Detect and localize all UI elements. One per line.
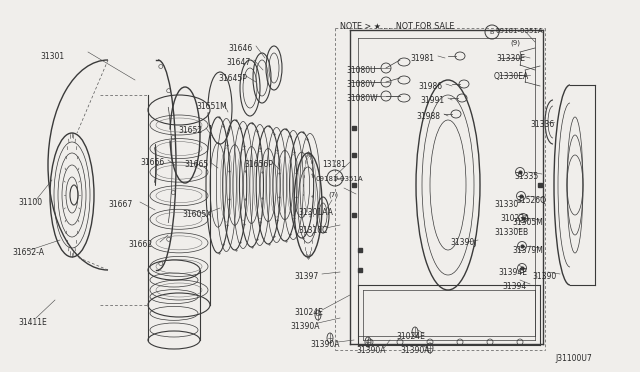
Text: 31652: 31652 (178, 126, 202, 135)
Text: 31390A: 31390A (290, 322, 319, 331)
Text: 31394E: 31394E (498, 268, 527, 277)
Text: 31100: 31100 (18, 198, 42, 207)
Text: 31301: 31301 (40, 52, 64, 61)
Text: 31335: 31335 (514, 172, 538, 181)
Text: 31394: 31394 (502, 282, 526, 291)
Text: 31988: 31988 (416, 112, 440, 121)
Text: 31662: 31662 (128, 240, 152, 249)
Text: 31330EB: 31330EB (494, 228, 528, 237)
Text: 31397: 31397 (294, 272, 318, 281)
Text: 31390J: 31390J (450, 238, 477, 247)
Text: 31986: 31986 (418, 82, 442, 91)
Text: (9): (9) (510, 40, 520, 46)
Text: 31023A: 31023A (500, 214, 529, 223)
Text: 09181-0351A: 09181-0351A (496, 28, 543, 34)
Text: 31656P: 31656P (244, 160, 273, 169)
Text: 31330: 31330 (494, 200, 518, 209)
Text: 31301AA: 31301AA (298, 208, 333, 217)
Text: 31024E: 31024E (396, 332, 425, 341)
Text: 31080U: 31080U (346, 66, 376, 75)
Text: J31100U7: J31100U7 (555, 354, 592, 363)
Text: 31667: 31667 (108, 200, 132, 209)
Text: 31310C: 31310C (298, 226, 328, 235)
Text: B: B (333, 176, 337, 180)
Text: 31991: 31991 (420, 96, 444, 105)
Text: NOTE > ★..... NOT FOR SALE: NOTE > ★..... NOT FOR SALE (340, 22, 454, 31)
Text: 31526Q: 31526Q (516, 196, 546, 205)
Text: 09181-0351A: 09181-0351A (316, 176, 364, 182)
Text: Q1330EA: Q1330EA (494, 72, 529, 81)
Text: 31646: 31646 (228, 44, 252, 53)
Text: 31080V: 31080V (346, 80, 376, 89)
Text: 31645P: 31645P (218, 74, 247, 83)
Text: 31411E: 31411E (18, 318, 47, 327)
Text: 31390A: 31390A (356, 346, 385, 355)
Text: 31379M: 31379M (512, 246, 543, 255)
Text: 31665: 31665 (184, 160, 208, 169)
Text: 31336: 31336 (530, 120, 554, 129)
Text: 31605X: 31605X (182, 210, 211, 219)
Text: 31652-A: 31652-A (12, 248, 44, 257)
Text: 31390A: 31390A (400, 346, 429, 355)
Text: 31390: 31390 (532, 272, 556, 281)
Text: 31981: 31981 (410, 54, 434, 63)
Text: 13181: 13181 (322, 160, 346, 169)
Text: 31080W: 31080W (346, 94, 378, 103)
Text: 31390A: 31390A (310, 340, 339, 349)
Text: 31305M: 31305M (512, 218, 543, 227)
Text: (7): (7) (328, 192, 338, 199)
Text: B: B (490, 29, 494, 35)
Text: 31666: 31666 (140, 158, 164, 167)
Text: 31651M: 31651M (196, 102, 227, 111)
Text: 31330E: 31330E (496, 54, 525, 63)
Text: 31647: 31647 (226, 58, 250, 67)
Text: 31024E: 31024E (294, 308, 323, 317)
